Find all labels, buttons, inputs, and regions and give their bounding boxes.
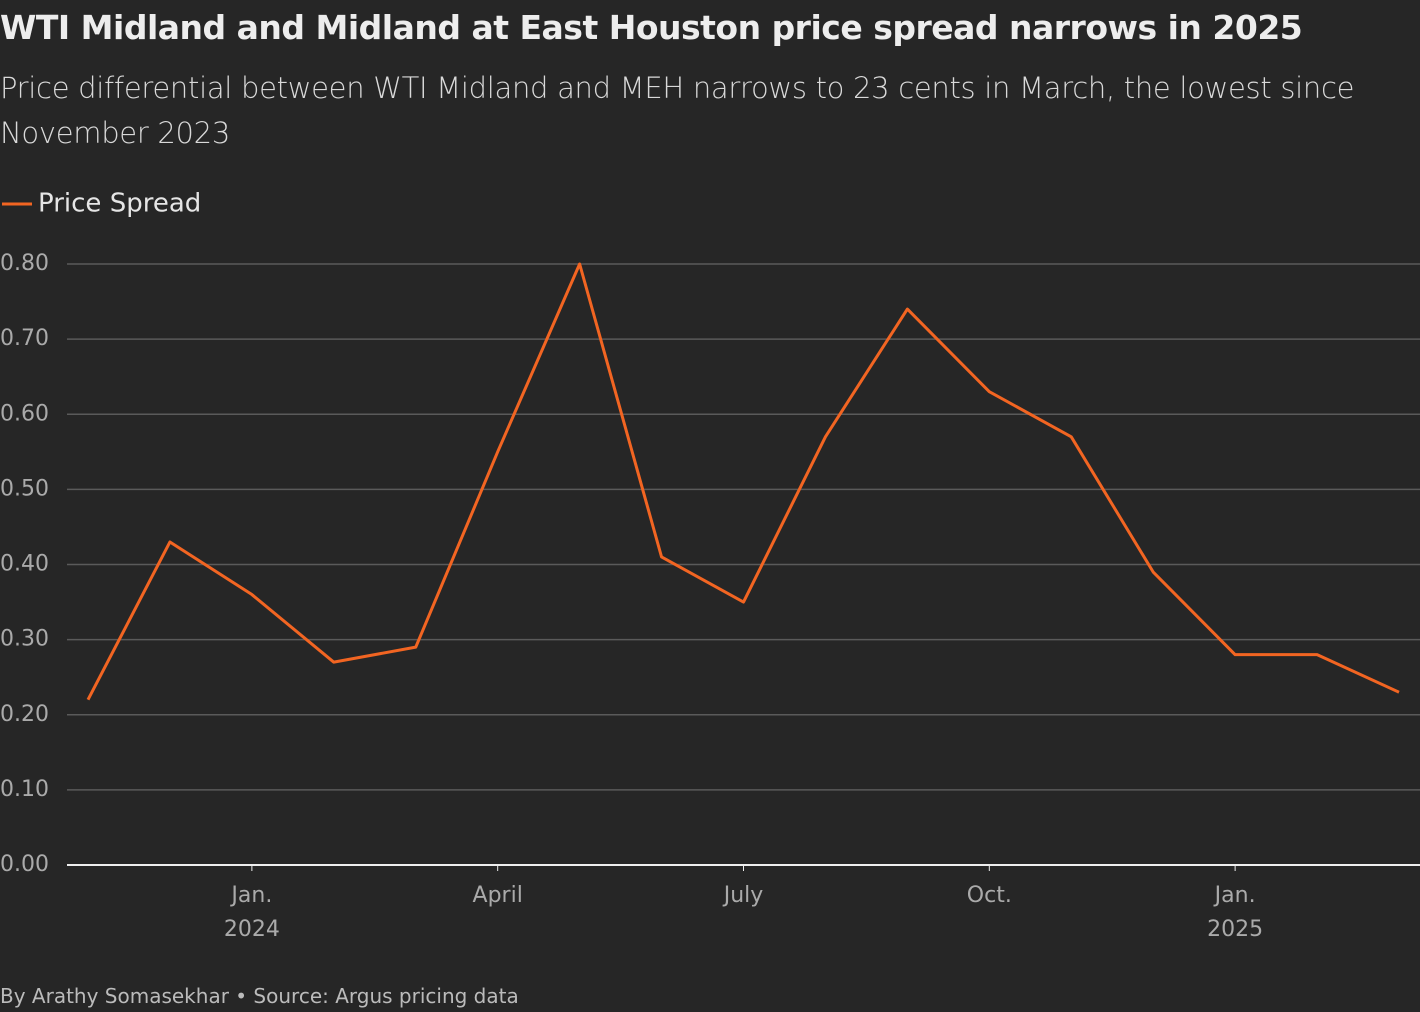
- x-tick-label: 2024: [224, 917, 280, 942]
- x-tick-label: 2025: [1207, 917, 1263, 942]
- y-tick-label: 0.20: [0, 702, 49, 727]
- chart-title: WTI Midland and Midland at East Houston …: [0, 8, 1303, 47]
- chart-subtitle: Price differential between WTI Midland a…: [0, 71, 1355, 150]
- y-tick-label: 0.80: [0, 251, 49, 276]
- x-tick-label: Oct.: [967, 883, 1012, 908]
- x-tick-label: April: [473, 883, 523, 908]
- y-tick-label: 0.10: [0, 777, 49, 802]
- x-tick-label: July: [722, 883, 764, 908]
- y-tick-label: 0.00: [0, 852, 49, 877]
- line: [86, 262, 1400, 701]
- y-tick-label: 0.40: [0, 552, 49, 577]
- y-tick-label: 0.60: [0, 401, 49, 426]
- y-tick-label: 0.70: [0, 326, 49, 351]
- legend-label: Price Spread: [38, 189, 201, 219]
- footer: By Arathy Somasekhar • Source: Argus pri…: [0, 984, 519, 1008]
- x-tick-label: Jan.: [229, 883, 272, 908]
- x-tick-label: Jan.: [1213, 883, 1256, 908]
- y-tick-label: 0.30: [0, 627, 49, 652]
- y-tick-label: 0.50: [0, 476, 49, 501]
